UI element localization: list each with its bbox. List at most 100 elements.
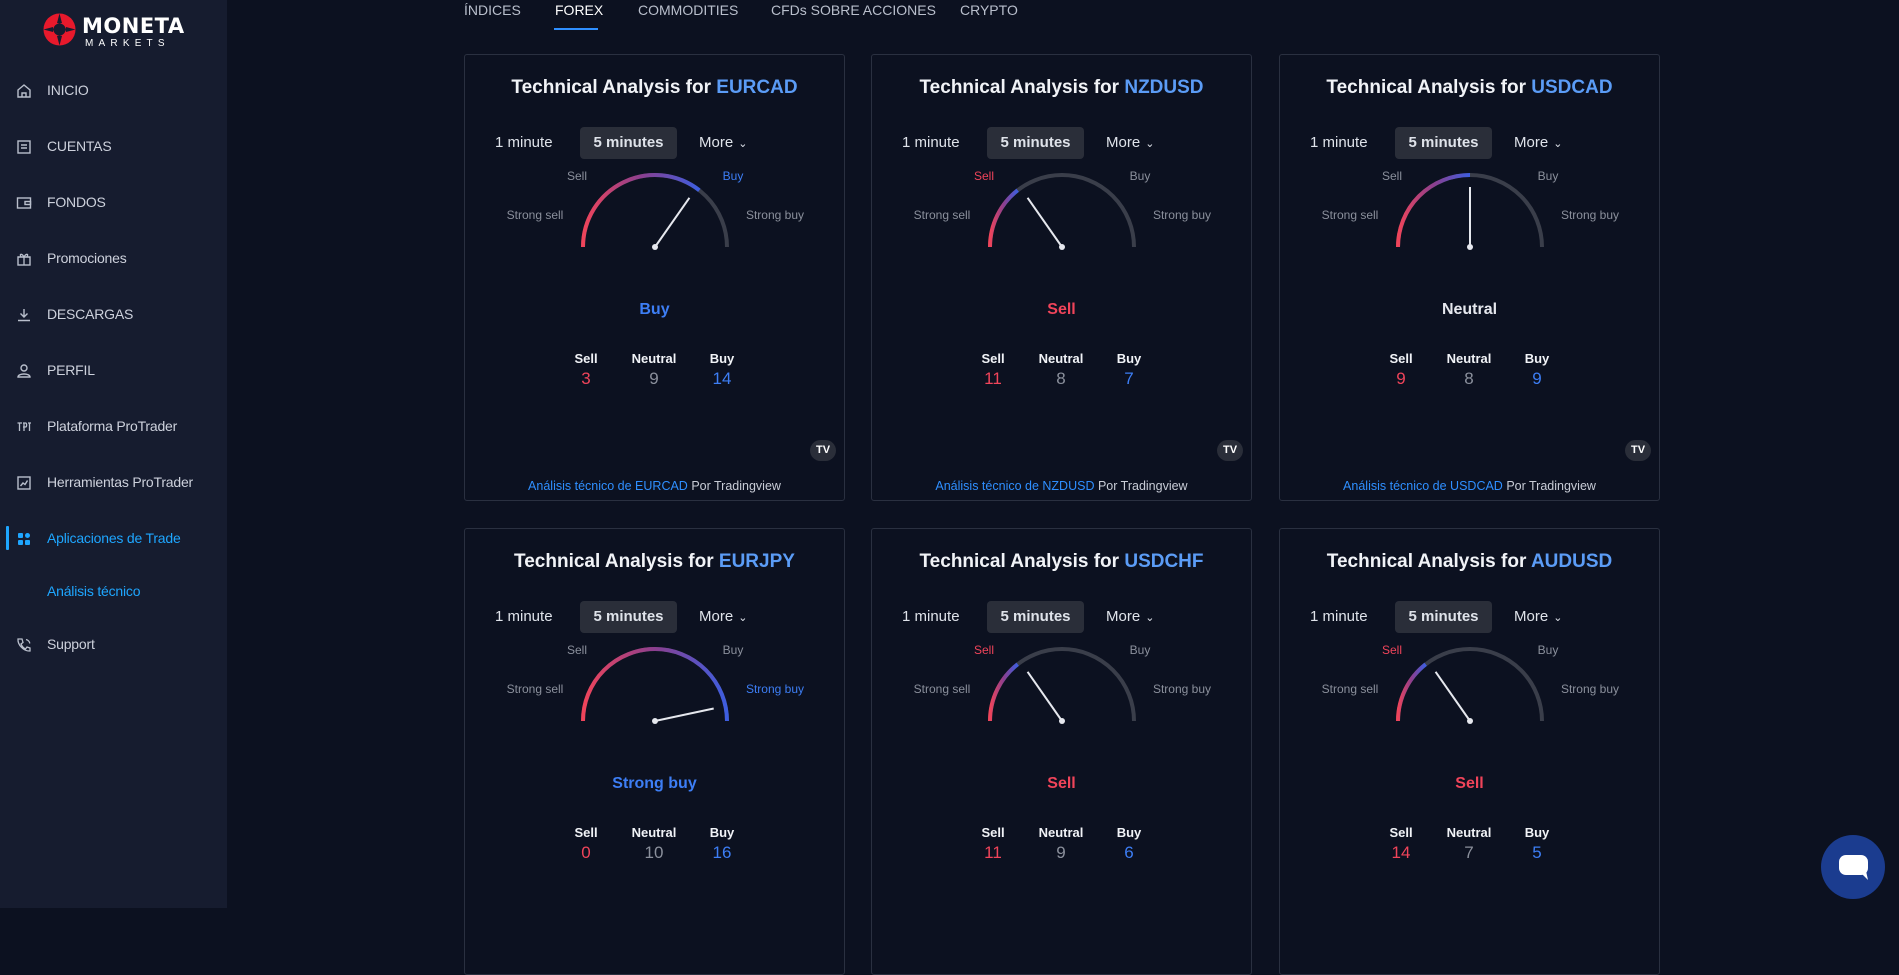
sell-count-value: 11 (984, 843, 1002, 862)
sell-count-value: 3 (581, 369, 591, 388)
card-symbol[interactable]: NZDUSD (1124, 77, 1204, 98)
tab-crypto[interactable]: CRYPTO (960, 2, 1018, 18)
interval-5-minutes-button[interactable]: 5 minutes (580, 127, 677, 159)
neutral-count: Neutral 8 (1429, 351, 1509, 389)
sidebar-item-cuentas[interactable]: CUENTAS (0, 128, 227, 164)
neutral-count: Neutral 9 (1021, 825, 1101, 863)
sidebar-item-herramientas-protrader[interactable]: Herramientas ProTrader (0, 464, 227, 500)
sidebar-item-perfil[interactable]: PERFIL (0, 352, 227, 388)
summary-signal: Neutral (1441, 301, 1498, 318)
chat-bubble-icon (1839, 855, 1868, 880)
interval-1-minute-button[interactable]: 1 minute (1310, 134, 1368, 151)
more-label: More (699, 134, 734, 151)
signal-gauge: Strong sellSellNeutralBuyStrong buy (507, 169, 804, 250)
neutral-count-label: Neutral (1038, 825, 1084, 840)
interval-5-minutes-button[interactable]: 5 minutes (1395, 601, 1492, 633)
more-intervals-dropdown[interactable]: More ⌄ (699, 601, 747, 633)
more-intervals-dropdown[interactable]: More ⌄ (1514, 601, 1562, 633)
buy-count-label: Buy (709, 351, 735, 366)
sidebar-item-aplicaciones-de-trade[interactable]: Aplicaciones de Trade (0, 520, 227, 556)
tab-forex[interactable]: FOREX (555, 2, 604, 18)
moneta-logo[interactable]: MONETA MARKETS (42, 12, 184, 49)
sell-count-label: Sell (981, 351, 1005, 366)
card-symbol[interactable]: USDCAD (1531, 77, 1613, 98)
interval-5-minutes-button[interactable]: 5 minutes (580, 601, 677, 633)
interval-1-minute-button[interactable]: 1 minute (495, 134, 553, 151)
neutral-count: Neutral 9 (614, 351, 694, 389)
buy-count-label: Buy (1116, 825, 1142, 840)
card-symbol[interactable]: AUDUSD (1530, 551, 1613, 572)
protrader-icon (17, 422, 31, 431)
interval-1-minute-button[interactable]: 1 minute (902, 608, 960, 625)
sidebar-item-inicio[interactable]: INICIO (0, 72, 227, 108)
sidebar-item-fondos[interactable]: FONDOS (0, 184, 227, 220)
buy-count: Buy 6 (1089, 825, 1169, 863)
sidebar-item-label: Plataforma ProTrader (47, 418, 178, 434)
sidebar-item-descargas[interactable]: DESCARGAS (0, 296, 227, 332)
interval-5-minutes-button[interactable]: 5 minutes (987, 127, 1084, 159)
gauge-label-strong-buy: Strong buy (1561, 208, 1619, 222)
more-label: More (1514, 608, 1549, 625)
buy-count-label: Buy (709, 825, 735, 840)
chart-icon (17, 476, 31, 490)
interval-5-minutes-button[interactable]: 5 minutes (1395, 127, 1492, 159)
tradingview-badge-icon[interactable]: TV (1625, 440, 1651, 461)
analysis-link[interactable]: Análisis técnico de USDCAD (1343, 479, 1503, 493)
card-symbol[interactable]: EURJPY (718, 551, 795, 572)
gauge-label-strong-buy: Strong buy (1561, 682, 1619, 696)
card-symbol[interactable]: EURCAD (716, 77, 798, 98)
gauge-label-buy: Buy (1538, 169, 1559, 183)
chevron-down-icon: ⌄ (738, 138, 748, 150)
tab-indices[interactable]: ÍNDICES (464, 2, 521, 18)
technical-analysis-card-audusd: Technical Analysis for AUDUSD 1 minute 5… (1279, 528, 1660, 975)
chat-button[interactable] (1821, 835, 1885, 899)
sell-count-value: 14 (1391, 843, 1411, 862)
buy-count: Buy 16 (682, 825, 762, 863)
buy-count-value: 16 (712, 843, 732, 862)
logo-sub: MARKETS (85, 38, 170, 49)
more-intervals-dropdown[interactable]: More ⌄ (699, 127, 747, 159)
card-symbol[interactable]: USDCHF (1124, 551, 1204, 572)
tradingview-badge-icon[interactable]: TV (810, 440, 836, 461)
card-title-prefix: Technical Analysis for (1326, 77, 1526, 98)
gauge-label-strong-buy: Strong buy (746, 682, 804, 696)
phone-icon (17, 638, 31, 652)
tab-commodities[interactable]: COMMODITIES (638, 2, 739, 18)
card-title: Technical Analysis for NZDUSD (872, 77, 1251, 99)
sidebar-item-support[interactable]: Support (0, 626, 227, 662)
gauge-hub (652, 244, 658, 250)
sell-count-label: Sell (1389, 825, 1413, 840)
interval-5-minutes-button[interactable]: 5 minutes (987, 601, 1084, 633)
document-icon (17, 140, 31, 154)
interval-1-minute-button[interactable]: 1 minute (1310, 608, 1368, 625)
card-title: Technical Analysis for AUDUSD (1280, 551, 1659, 573)
sell-count: Sell 11 (953, 825, 1033, 863)
sell-count-label: Sell (574, 825, 598, 840)
more-intervals-dropdown[interactable]: More ⌄ (1106, 127, 1154, 159)
neutral-count: Neutral 8 (1021, 351, 1101, 389)
summary-signal: Sell (1047, 775, 1076, 792)
sidebar-item-plataforma-protrader[interactable]: Plataforma ProTrader (0, 408, 227, 444)
interval-1-minute-button[interactable]: 1 minute (902, 134, 960, 151)
tradingview-badge-icon[interactable]: TV (1217, 440, 1243, 461)
interval-1-minute-button[interactable]: 1 minute (495, 608, 553, 625)
more-intervals-dropdown[interactable]: More ⌄ (1514, 127, 1562, 159)
gauge-progress (1396, 173, 1471, 248)
card-title-prefix: Technical Analysis for (511, 77, 711, 98)
more-intervals-dropdown[interactable]: More ⌄ (1106, 601, 1154, 633)
gauge-needle (1434, 671, 1471, 722)
gauge-track (988, 173, 1136, 248)
sidebar-subitem-analisis-tecnico[interactable]: Análisis técnico (47, 583, 141, 599)
sidebar-item-promociones[interactable]: Promociones (0, 240, 227, 276)
signal-gauge: Strong sellSellNeutralBuyStrong buy (507, 643, 804, 724)
sell-count: Sell 9 (1361, 351, 1441, 389)
analysis-link[interactable]: Análisis técnico de NZDUSD (935, 479, 1095, 493)
sell-count-label: Sell (981, 825, 1005, 840)
neutral-count: Neutral 10 (614, 825, 694, 863)
gauge-label-strong-sell: Strong sell (507, 682, 564, 696)
buy-count-label: Buy (1116, 351, 1142, 366)
analysis-link[interactable]: Análisis técnico de EURCAD (528, 479, 688, 493)
neutral-count-value: 7 (1464, 843, 1474, 862)
tab-cfds-sobre-acciones[interactable]: CFDs SOBRE ACCIONES (771, 2, 936, 18)
sell-count-value: 11 (984, 369, 1002, 388)
